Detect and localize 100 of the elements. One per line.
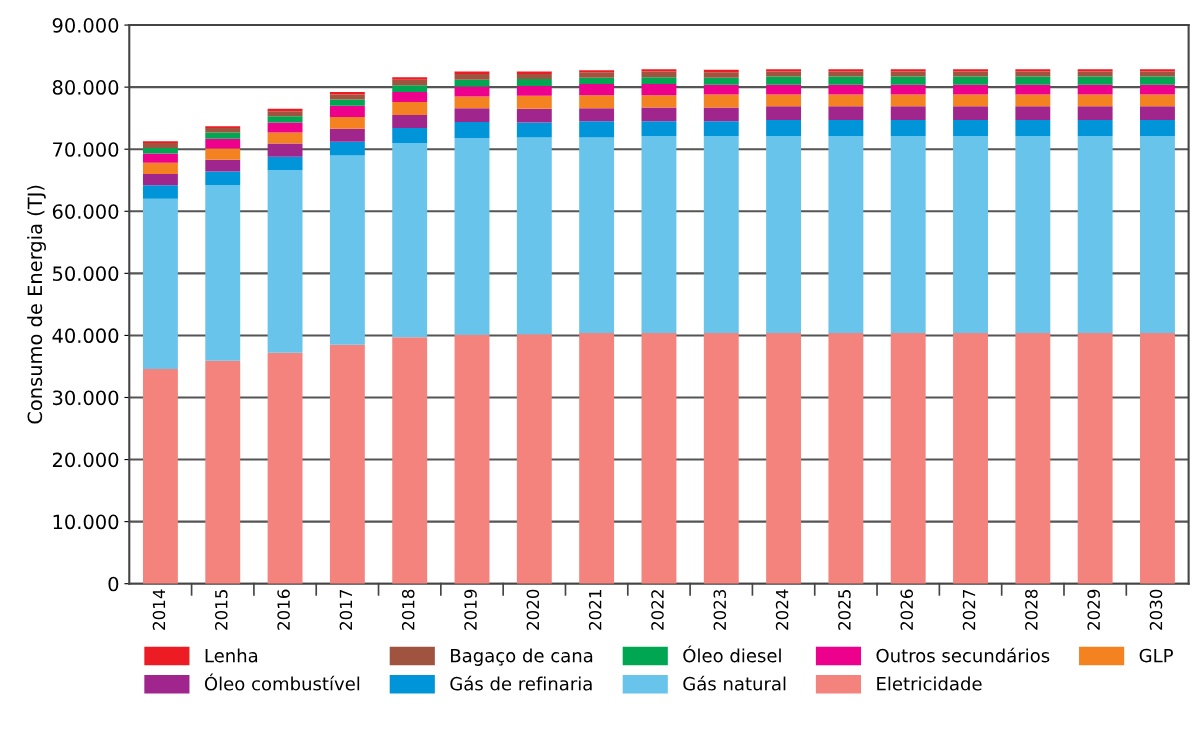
bar — [828, 94, 864, 107]
bar — [267, 111, 303, 117]
bar — [890, 71, 926, 77]
bar — [641, 332, 677, 584]
bar — [641, 84, 677, 96]
bar — [392, 115, 428, 129]
bar — [703, 84, 739, 95]
bar — [953, 332, 988, 584]
y-tick-label: 40.000 — [52, 328, 119, 344]
legend-label: Bagaço de cana — [451, 648, 593, 666]
bar — [890, 120, 926, 137]
bar — [516, 74, 552, 80]
x-tick-label: 2026 — [900, 589, 914, 630]
bar — [329, 116, 365, 129]
bar — [454, 74, 490, 80]
bar — [392, 142, 428, 338]
bar — [828, 106, 864, 121]
bar — [1140, 71, 1175, 77]
bar — [703, 136, 739, 333]
bar — [1015, 69, 1051, 72]
bar — [703, 77, 739, 85]
y-tick-label: 80.000 — [52, 80, 119, 95]
bar — [641, 107, 677, 122]
bar — [828, 84, 864, 95]
bar — [142, 142, 178, 148]
legend-label: Óleo combustível — [204, 673, 360, 691]
x-tick-label: 2028 — [1025, 589, 1038, 630]
bar — [142, 162, 178, 175]
bar — [1140, 76, 1175, 85]
bar — [1015, 84, 1051, 95]
bar — [703, 107, 739, 122]
bar — [1077, 332, 1113, 584]
bar — [579, 108, 615, 122]
bar — [392, 337, 428, 584]
bar — [953, 120, 988, 137]
bar — [1140, 136, 1175, 333]
bar — [828, 71, 864, 77]
bar — [1077, 136, 1113, 333]
bar — [454, 96, 490, 109]
bar — [205, 132, 241, 139]
bar — [766, 76, 802, 85]
x-tick-label: 2021 — [588, 590, 602, 630]
x-tick-label: 2023 — [713, 589, 727, 630]
bar — [828, 76, 864, 85]
bar — [267, 122, 303, 133]
bar — [641, 69, 677, 72]
bar — [890, 94, 926, 107]
y-tick-label: 50.000 — [53, 266, 119, 282]
legend-label: Outros secundários — [876, 647, 1050, 663]
bar — [454, 138, 490, 335]
legend-label: Gás natural — [683, 675, 786, 691]
bar — [579, 77, 615, 85]
bar — [828, 332, 864, 584]
bar — [1140, 106, 1175, 121]
bar — [516, 122, 552, 138]
bar — [516, 85, 552, 96]
bar — [454, 121, 490, 139]
y-tick-label: 60.000 — [52, 204, 119, 219]
bar — [267, 116, 303, 123]
bar — [641, 77, 677, 85]
bar — [766, 106, 802, 121]
bar — [205, 171, 241, 186]
bar — [1140, 69, 1175, 72]
bar — [205, 128, 241, 133]
bar — [142, 185, 178, 199]
bar — [142, 368, 178, 584]
bar — [392, 79, 428, 86]
bar — [890, 106, 926, 121]
bar — [828, 69, 864, 72]
x-tick-label: 2014 — [152, 589, 166, 630]
x-tick-label: 2027 — [962, 589, 976, 630]
bar — [579, 137, 615, 333]
bar — [1077, 76, 1113, 85]
x-tick-label: 2024 — [775, 589, 789, 630]
bar — [890, 332, 926, 584]
bar — [953, 136, 988, 333]
bar — [766, 120, 802, 137]
legend-label: Lenha — [205, 648, 258, 663]
legend-label: Gás de refinaria — [450, 675, 592, 691]
bar — [1140, 94, 1175, 107]
bar — [329, 344, 365, 584]
bar — [766, 94, 802, 107]
bar — [1077, 120, 1113, 137]
x-tick-label: 2016 — [277, 589, 290, 630]
bar — [516, 79, 552, 86]
bar — [205, 148, 241, 160]
bar — [267, 143, 303, 157]
bar — [890, 69, 926, 72]
bar — [329, 105, 365, 117]
bar — [766, 84, 802, 95]
bar — [516, 108, 552, 123]
bar — [267, 170, 303, 353]
bar — [205, 185, 241, 361]
bar — [1140, 120, 1175, 137]
bar — [953, 106, 988, 121]
bar — [267, 132, 303, 144]
bar — [579, 72, 615, 78]
bar — [703, 72, 739, 78]
bar — [890, 84, 926, 95]
bar — [828, 136, 864, 333]
